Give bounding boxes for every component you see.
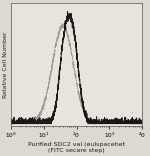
Y-axis label: Relative Cell Number: Relative Cell Number — [3, 32, 8, 98]
X-axis label: Purified SDC2 val (eulspacehet
(FITC secare step): Purified SDC2 val (eulspacehet (FITC sec… — [28, 142, 125, 153]
